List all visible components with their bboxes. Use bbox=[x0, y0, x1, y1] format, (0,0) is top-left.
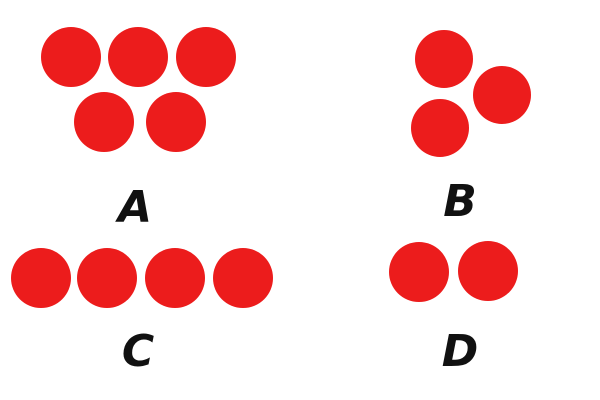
group-d-label: D bbox=[442, 326, 479, 377]
group-d: D bbox=[389, 241, 518, 377]
group-a-dot bbox=[146, 92, 206, 152]
group-a-dot bbox=[74, 92, 134, 152]
group-b: B bbox=[411, 30, 531, 227]
group-b-dot bbox=[411, 99, 469, 157]
group-a-label: A bbox=[115, 182, 152, 233]
group-c: C bbox=[11, 248, 273, 377]
group-c-label: C bbox=[122, 326, 154, 377]
group-a-dot bbox=[176, 27, 236, 87]
group-b-dot bbox=[473, 66, 531, 124]
group-b-label: B bbox=[443, 176, 477, 227]
group-c-dot bbox=[213, 248, 273, 308]
group-c-dot bbox=[77, 248, 137, 308]
group-b-dot bbox=[415, 30, 473, 88]
group-d-dot bbox=[458, 241, 518, 301]
group-a: A bbox=[41, 27, 236, 233]
group-d-dot bbox=[389, 242, 449, 302]
group-c-dot bbox=[11, 248, 71, 308]
group-c-dot bbox=[145, 248, 205, 308]
group-a-dot bbox=[108, 27, 168, 87]
group-a-dot bbox=[41, 27, 101, 87]
